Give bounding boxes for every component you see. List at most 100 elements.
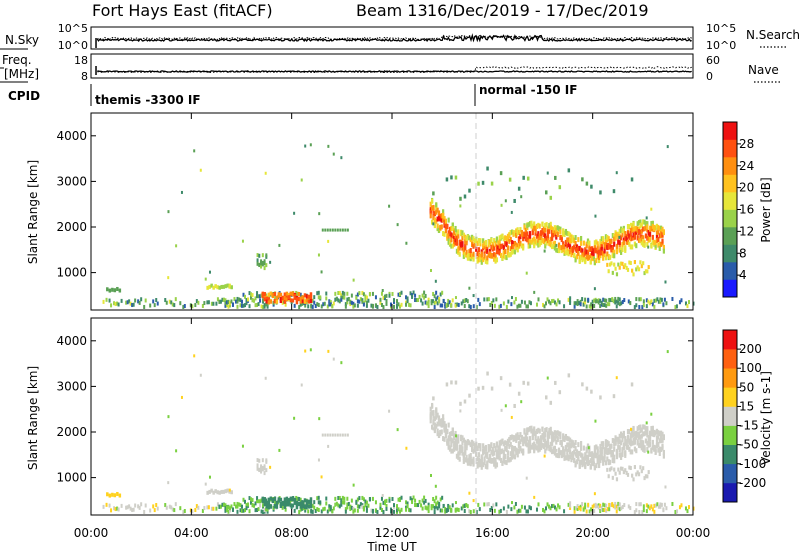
power-cell xyxy=(502,301,505,306)
power-cell xyxy=(621,261,624,266)
velocity-cell xyxy=(131,508,134,513)
power-cell xyxy=(483,243,486,249)
velocity-x-axis: 00:00 04:00 08:00 12:00 16:00 20:00 00:00 xyxy=(74,318,710,540)
power-cell xyxy=(484,258,488,264)
power-cell xyxy=(443,219,446,225)
power-cell xyxy=(604,244,608,250)
power-cell xyxy=(335,296,338,301)
power-cell xyxy=(573,252,576,258)
noise-left-label: N.Sky xyxy=(5,33,39,47)
velocity-cell xyxy=(549,430,552,436)
power-cell xyxy=(247,297,250,302)
velocity-cell xyxy=(493,461,496,467)
power-cell xyxy=(578,300,581,305)
velocity-cell xyxy=(444,427,448,433)
velocity-cell xyxy=(424,498,427,503)
velocity-cell xyxy=(355,500,358,505)
velocity-cell xyxy=(334,502,337,507)
power-cell xyxy=(633,231,637,237)
power-cell xyxy=(662,302,665,307)
velocity-cell xyxy=(618,440,621,444)
power-cell xyxy=(480,255,483,261)
velocity-cell xyxy=(604,460,608,466)
velocity-cell xyxy=(134,503,137,508)
power-cell xyxy=(525,271,528,275)
power-cell xyxy=(114,302,117,307)
power-cell xyxy=(513,249,516,255)
velocity-cell xyxy=(628,438,631,444)
power-cell xyxy=(143,304,146,309)
noise-frame xyxy=(90,26,694,50)
power-cell xyxy=(138,300,141,305)
power-cell xyxy=(625,236,628,242)
power-cell xyxy=(623,298,626,303)
velocity-cell xyxy=(388,409,391,413)
velocity-cell xyxy=(430,504,433,509)
power-cell xyxy=(618,228,621,234)
velocity-cell xyxy=(228,506,231,511)
power-cell xyxy=(491,252,494,258)
power-cell xyxy=(588,304,591,309)
velocity-cell xyxy=(334,433,337,437)
power-cell xyxy=(445,303,448,308)
power-cell xyxy=(574,240,577,246)
velocity-cell xyxy=(224,508,227,513)
time-x-tick-label: 12:00 xyxy=(375,526,410,540)
power-cell xyxy=(197,300,200,305)
velocity-cell xyxy=(528,505,531,510)
power-cell xyxy=(510,296,513,300)
velocity-cell xyxy=(571,453,574,459)
velocity-cell xyxy=(256,458,259,463)
power-cell xyxy=(585,254,588,260)
velocity-cell xyxy=(108,493,112,498)
velocity-cell xyxy=(647,434,650,440)
power-cell xyxy=(326,228,329,232)
velocity-cell xyxy=(239,508,242,513)
velocity-cell xyxy=(385,498,388,503)
velocity-cell xyxy=(247,502,250,507)
power-cell xyxy=(510,210,513,214)
velocity-cell xyxy=(484,463,488,469)
power-cell xyxy=(513,231,516,237)
power-cell xyxy=(220,284,223,289)
velocity-cell xyxy=(542,431,545,437)
velocity-cell xyxy=(332,506,335,511)
velocity-cell xyxy=(607,449,610,455)
power-cell xyxy=(542,239,545,245)
power-cell xyxy=(341,228,344,232)
velocity-cell xyxy=(618,452,621,458)
velocity-cell xyxy=(643,447,646,453)
velocity-cell xyxy=(573,449,576,455)
velocity-cell xyxy=(340,498,343,503)
power-cell xyxy=(523,224,526,230)
power-cell xyxy=(559,229,562,235)
power-cell xyxy=(638,297,641,302)
power-cell xyxy=(309,292,313,297)
velocity-cell xyxy=(367,503,370,508)
power-cell xyxy=(365,300,368,305)
velocity-cell xyxy=(281,500,285,505)
power-cell xyxy=(347,296,350,301)
noise-left-tick-bottom: 10^0 xyxy=(58,39,88,52)
velocity-cell xyxy=(533,495,536,499)
power-cell xyxy=(447,298,450,303)
power-cell xyxy=(463,304,466,309)
power-cell xyxy=(454,240,457,246)
velocity-cell xyxy=(611,502,614,507)
power-cell xyxy=(642,239,645,245)
power-cell xyxy=(427,299,430,304)
velocity-cell xyxy=(214,489,217,494)
power-cell xyxy=(543,304,546,309)
velocity-cell xyxy=(599,509,602,514)
velocity-cell xyxy=(257,499,260,504)
power-cell xyxy=(497,245,500,251)
power-cell xyxy=(439,216,442,222)
velocity-cell xyxy=(349,505,352,510)
power-cell xyxy=(608,262,612,267)
velocity-cell xyxy=(644,438,648,444)
power-cell xyxy=(615,249,619,255)
power-cell xyxy=(117,302,120,307)
velocity-cell xyxy=(468,393,471,398)
power-cell xyxy=(620,227,623,233)
